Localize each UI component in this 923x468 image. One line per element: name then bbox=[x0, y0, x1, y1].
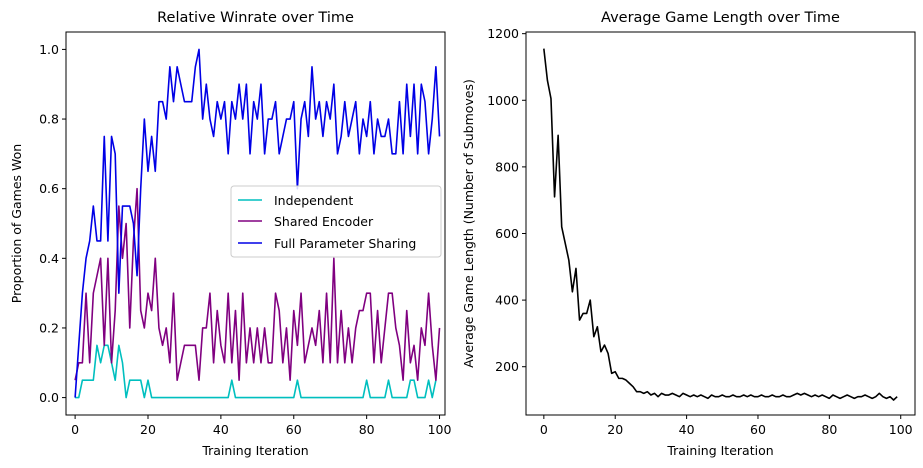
game-length-x-tick-label: 100 bbox=[889, 422, 913, 437]
game-length-x-tick-label: 80 bbox=[821, 422, 837, 437]
winrate-x-tick-label: 40 bbox=[213, 422, 229, 437]
series-line-game-length bbox=[543, 48, 898, 401]
winrate-x-tick-label: 20 bbox=[140, 422, 156, 437]
game-length-y-tick-label: 600 bbox=[495, 226, 519, 241]
winrate-x-tick-label: 100 bbox=[428, 422, 452, 437]
winrate-chart-title: Relative Winrate over Time bbox=[157, 10, 354, 26]
winrate-y-tick-label: 0.6 bbox=[39, 181, 59, 196]
legend-label-full-parameter-sharing: Full Parameter Sharing bbox=[274, 236, 416, 251]
game-length-y-axis-label: Average Game Length (Number of Submoves) bbox=[461, 79, 476, 368]
winrate-y-tick-label: 0.0 bbox=[39, 390, 59, 405]
game-length-chart-title: Average Game Length over Time bbox=[601, 10, 840, 26]
legend-label-shared-encoder: Shared Encoder bbox=[274, 214, 374, 229]
series-line-full-parameter-sharing bbox=[74, 48, 441, 398]
winrate-legend: Independent Shared Encoder Full Paramete… bbox=[230, 185, 442, 258]
game-length-y-tick-label: 400 bbox=[495, 293, 519, 308]
winrate-y-tick-label: 0.8 bbox=[39, 112, 59, 127]
game-length-y-tick-label: 800 bbox=[495, 159, 519, 174]
legend-box bbox=[230, 185, 442, 258]
game-length-x-axis-label: Training Iteration bbox=[666, 443, 773, 458]
winrate-x-tick-label: 0 bbox=[71, 422, 79, 437]
game-length-y-tick-label: 1200 bbox=[487, 26, 519, 41]
game-length-chart-frame bbox=[525, 31, 916, 416]
winrate-y-tick-label: 0.4 bbox=[39, 251, 59, 266]
game-length-x-tick-label: 40 bbox=[679, 422, 695, 437]
series-line-shared-encoder bbox=[74, 187, 441, 381]
winrate-x-axis-label: Training Iteration bbox=[201, 443, 308, 458]
winrate-y-tick-label: 0.2 bbox=[39, 320, 59, 335]
winrate-chart: Relative Winrate over Time 0 20 40 60 80 100 … bbox=[9, 10, 452, 458]
series-line-independent bbox=[75, 344, 437, 399]
game-length-x-tick-label: 60 bbox=[750, 422, 766, 437]
winrate-chart-frame bbox=[65, 31, 446, 416]
winrate-x-tick-label: 60 bbox=[286, 422, 302, 437]
winrate-y-axis-label: Proportion of Games Won bbox=[9, 144, 24, 303]
legend-label-independent: Independent bbox=[274, 193, 353, 208]
game-length-chart: Average Game Length over Time 0 20 40 60 80 1… bbox=[461, 10, 916, 458]
game-length-x-tick-label: 20 bbox=[607, 422, 623, 437]
game-length-y-tick-label: 200 bbox=[495, 359, 519, 374]
game-length-y-tick-label: 1000 bbox=[487, 93, 519, 108]
game-length-x-tick-label: 0 bbox=[540, 422, 548, 437]
winrate-y-tick-label: 1.0 bbox=[39, 42, 59, 57]
winrate-x-tick-label: 80 bbox=[359, 422, 375, 437]
